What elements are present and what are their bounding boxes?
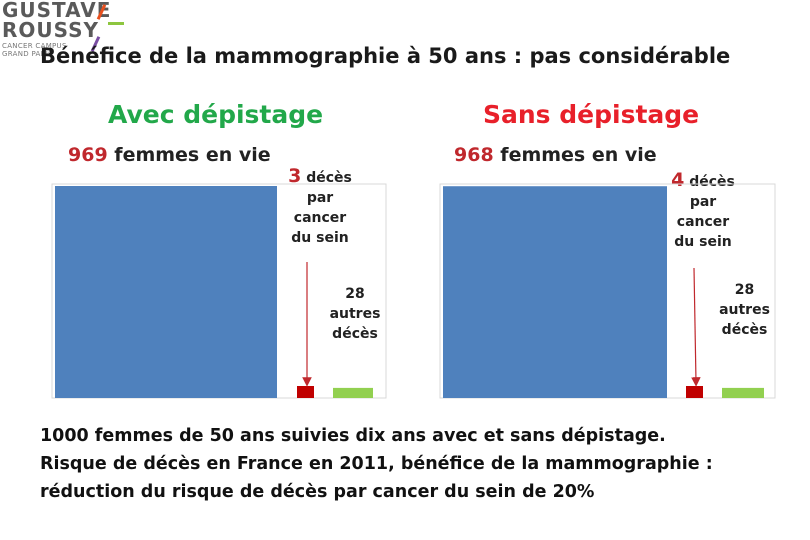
avec-other-deaths-bar [333,387,373,398]
avec-alive-bar [55,186,277,398]
sans-cancer-line3: cancer [676,214,730,230]
logo-sub2: GRAND PARIS [2,50,53,58]
sans-cancer-line4: du sein [674,234,732,250]
avec-other-line3: décès [332,326,378,342]
footer-line1: 1000 femmes de 50 ans suivies dix ans av… [40,426,666,446]
sans-cancer-deaths-label: 4 décès par cancer du sein [658,170,748,252]
sans-depistage-heading: Sans dépistage [483,100,700,129]
sans-cancer-deaths-bar [686,386,703,398]
page-title: Bénéfice de la mammographie à 50 ans : p… [40,44,731,68]
sans-alive-number: 968 [454,144,494,166]
avec-other-deaths-label: 28 autres décès [320,284,390,344]
logo-dash-green [108,22,124,25]
avec-alive-text: femmes en vie [114,144,271,166]
sans-other-deaths-label: 28 autres décès [707,280,782,340]
avec-depistage-heading: Avec dépistage [108,100,324,129]
gustave-roussy-logo: GUSTAVE ROUSSY CANCER CAMPUS GRAND PARIS [0,0,124,60]
sans-alive-text: femmes en vie [500,144,657,166]
avec-cancer-line4: du sein [291,230,349,246]
avec-cancer-deaths-bar [297,386,314,398]
sans-cancer-line2: par [689,194,717,210]
avec-cancer-deaths-label: 3 décès par cancer du sein [270,166,370,248]
footer-line3: réduction du risque de décès par cancer … [40,482,595,502]
sans-cancer-arrow [691,267,701,387]
logo-line2: ROUSSY [2,18,100,42]
avec-other-line2: autres [329,306,381,322]
sans-cancer-number: 4 [671,169,685,191]
footer-line2: Risque de décès en France en 2011, bénéf… [40,454,713,474]
avec-cancer-line2: par [306,190,334,206]
sans-other-line1: 28 [734,282,755,298]
logo-sub1: CANCER CAMPUS [2,42,67,50]
logo-line1: GUSTAVE [2,0,112,22]
sans-other-line3: décès [721,322,768,338]
avec-other-line1: 28 [345,286,365,302]
sans-alive-bar [443,186,667,398]
sans-other-line2: autres [719,302,770,318]
avec-alive-label: 969 femmes en vie [68,144,271,166]
avec-cancer-line1: décès [306,170,352,186]
sans-alive-label: 968 femmes en vie [454,144,657,166]
sans-cancer-line1: décès [689,174,735,190]
avec-cancer-line3: cancer [293,210,347,226]
avec-alive-number: 969 [68,144,108,166]
sans-other-deaths-bar [722,387,764,398]
avec-cancer-number: 3 [288,165,302,187]
